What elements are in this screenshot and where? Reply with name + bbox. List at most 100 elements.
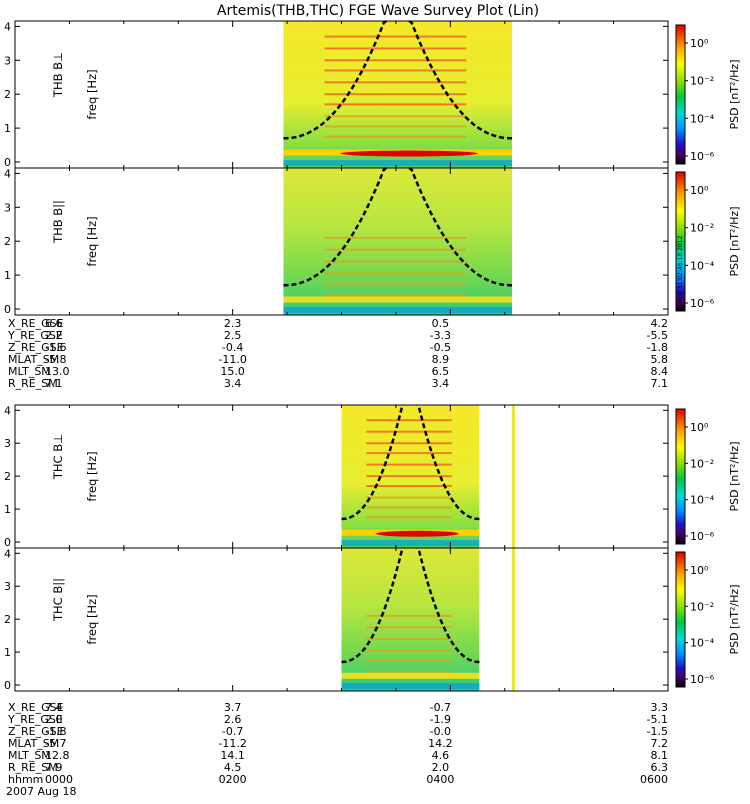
colorbar-label: PSD [nT²/Hz] bbox=[728, 59, 741, 129]
colorbar-tick-label: 10⁻⁶ bbox=[690, 150, 715, 163]
colorbar bbox=[675, 24, 686, 165]
harmonic-band bbox=[324, 294, 467, 297]
position-row-label: X_RE_GSE bbox=[8, 701, 64, 714]
position-value: 3.4 bbox=[432, 377, 450, 390]
position-value: -1.5 bbox=[647, 725, 668, 738]
position-value: 2.5 bbox=[224, 329, 242, 342]
position-value: 7.1 bbox=[651, 377, 669, 390]
y-tick-label: 3 bbox=[4, 437, 11, 450]
harmonic-band bbox=[324, 135, 467, 138]
harmonic-band bbox=[366, 516, 452, 519]
y-tick-label: 3 bbox=[4, 580, 11, 593]
harmonic-band bbox=[366, 463, 452, 466]
harmonic-band bbox=[324, 236, 467, 239]
harmonic-band bbox=[324, 260, 467, 263]
y-tick-label: 4 bbox=[4, 547, 11, 560]
peak-band bbox=[340, 150, 478, 157]
y-tick-label: 1 bbox=[4, 269, 11, 282]
position-value: 7.9 bbox=[45, 761, 63, 774]
y-tick-label: 2 bbox=[4, 235, 11, 248]
colorbar-tick-label: 10⁻⁴ bbox=[690, 259, 715, 272]
position-value: 2.3 bbox=[224, 317, 242, 330]
position-value: 3.7 bbox=[224, 701, 242, 714]
panel-label: THB B⊥ bbox=[51, 52, 65, 98]
colorbar-tick-label: 10⁻⁶ bbox=[690, 530, 715, 543]
gyro-curve-left bbox=[283, 19, 388, 140]
position-value: 4.2 bbox=[651, 317, 669, 330]
gyro-curve-left bbox=[283, 166, 388, 287]
colorbar-tick-label: 10⁻⁶ bbox=[690, 297, 715, 310]
position-row-label: Y_RE_GSE bbox=[7, 713, 63, 726]
data-strip bbox=[512, 548, 516, 691]
position-value: -1.8 bbox=[647, 341, 668, 354]
position-value: 4.5 bbox=[224, 761, 242, 774]
colorbar-tick-label: 10⁻⁴ bbox=[690, 112, 715, 125]
y-axis-label: freq [Hz] bbox=[85, 216, 99, 266]
position-value: -5.8 bbox=[45, 353, 66, 366]
gyro-curve-right bbox=[408, 166, 513, 287]
position-value: 6.5 bbox=[432, 365, 450, 378]
colorbar bbox=[675, 408, 686, 545]
chart-title: Artemis(THB,THC) FGE Wave Survey Plot (L… bbox=[217, 3, 539, 19]
date-label: 2007 Aug 18 bbox=[6, 785, 76, 798]
harmonic-band bbox=[366, 614, 452, 617]
colorbar-tick-label: 10⁻⁴ bbox=[690, 637, 715, 650]
panel-thb-bperp: 0 1 2 3 4 THB B⊥ freq [Hz] 10⁰ 10⁻² 10⁻⁴ 10⁻⁶ PSD [… bbox=[4, 19, 741, 169]
colorbar bbox=[675, 551, 686, 688]
position-value: -3.3 bbox=[430, 329, 451, 342]
panel-label: THB B|| bbox=[51, 200, 65, 244]
y-tick-label: 1 bbox=[4, 646, 11, 659]
position-value: 2.2 bbox=[45, 329, 63, 342]
position-row-label: MLT_SM bbox=[8, 365, 51, 378]
spectrogram-image bbox=[283, 168, 513, 315]
position-value: 4.6 bbox=[432, 749, 450, 762]
time-tick-label: 0000 bbox=[45, 773, 73, 786]
harmonic-band bbox=[366, 475, 452, 478]
gyro-curve-right bbox=[416, 547, 480, 664]
y-tick-label: 0 bbox=[4, 679, 11, 692]
harmonic-band bbox=[366, 496, 452, 499]
y-tick-label: 2 bbox=[4, 613, 11, 626]
harmonic-band bbox=[366, 670, 452, 673]
position-value: -1.8 bbox=[45, 725, 66, 738]
panel-thc-bperp: 0 1 2 3 4 THC B⊥ freq [Hz] 10⁰ 10⁻² 10⁻⁴ 10⁻⁶ PSD [… bbox=[4, 404, 741, 549]
harmonic-band bbox=[324, 125, 467, 128]
position-row-label: Z_RE_GSE bbox=[8, 725, 64, 738]
harmonic-band bbox=[324, 115, 467, 118]
position-value: 14.1 bbox=[220, 749, 245, 762]
time-tick-label: 0200 bbox=[219, 773, 247, 786]
harmonic-band bbox=[324, 81, 467, 84]
colorbar-tick-label: 10⁰ bbox=[690, 184, 709, 197]
gyro-curve-left bbox=[341, 547, 405, 664]
colorbar-label: PSD [nT²/Hz] bbox=[728, 441, 741, 511]
position-value: 2.0 bbox=[45, 713, 63, 726]
position-row-label: R_RE_SM bbox=[8, 761, 58, 774]
noise-floor-band bbox=[341, 540, 480, 546]
colorbar-tick-label: 10⁰ bbox=[690, 421, 709, 434]
position-value: 7.2 bbox=[651, 737, 669, 750]
spectrogram-panels: 0 1 2 3 4 THB B⊥ freq [Hz] 10⁰ 10⁻² 10⁻⁴ 10⁻⁶ PSD [… bbox=[4, 19, 741, 692]
gyro-curve-right bbox=[416, 404, 480, 521]
gyro-curve-right bbox=[408, 19, 513, 140]
colorbar-tick-label: 10⁰ bbox=[690, 564, 709, 577]
noise-floor-band bbox=[341, 683, 480, 689]
noise-floor-band bbox=[283, 160, 513, 166]
harmonic-band bbox=[324, 103, 467, 106]
data-strip bbox=[512, 405, 516, 548]
position-value: -0.4 bbox=[222, 341, 243, 354]
harmonic-band bbox=[366, 419, 452, 422]
colorbar-tick-label: 10⁻² bbox=[690, 457, 714, 470]
harmonic-band bbox=[366, 485, 452, 488]
position-row-label: R_RE_SM bbox=[8, 377, 58, 390]
harmonic-band bbox=[324, 93, 467, 96]
y-tick-label: 1 bbox=[4, 122, 11, 135]
harmonic-band bbox=[324, 248, 467, 251]
position-value: 2.6 bbox=[224, 713, 242, 726]
position-row-label: Y_RE_GSE bbox=[7, 329, 63, 342]
colorbar-tick-label: 10⁻² bbox=[690, 600, 714, 613]
harmonic-band bbox=[366, 430, 452, 433]
y-tick-label: 1 bbox=[4, 503, 11, 516]
